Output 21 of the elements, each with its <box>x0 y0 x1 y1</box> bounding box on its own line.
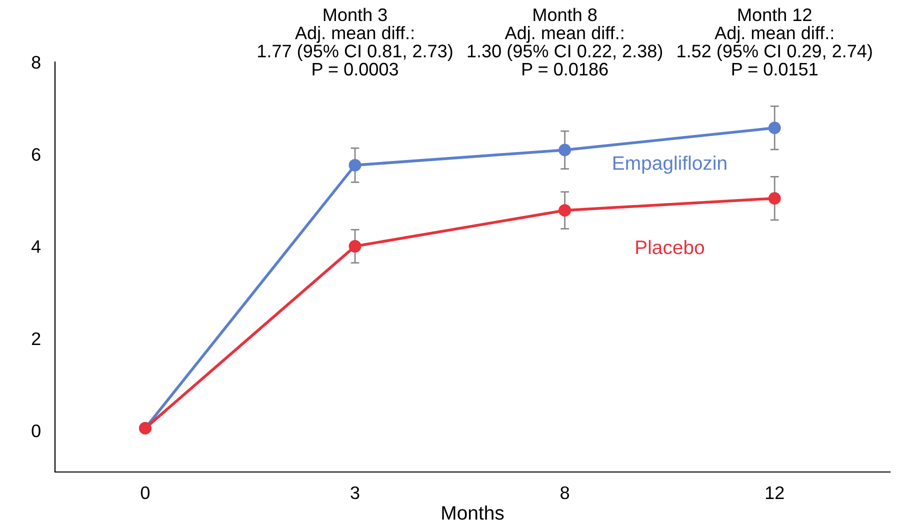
point <box>558 144 572 156</box>
x-tick-label: 3 <box>350 486 360 500</box>
point <box>768 192 781 205</box>
annotation: Month 8 Adj. mean diff.: 1.30 (95% CI 0.22, 2.38) P = 0.0186 <box>468 8 662 76</box>
x-tick-label: 0 <box>140 486 150 500</box>
y-tick-label: 4 <box>31 240 41 253</box>
annotation: Month 12 Adj. mean diff.: 1.52 (95% CI 0.29, 2.74) P = 0.0151 <box>678 8 872 76</box>
y-tick-label: 2 <box>32 332 40 345</box>
annotation: Month 3 Adj. mean diff.: 1.77 (95% CI 0.81, 2.73) P = 0.0003 <box>258 8 452 76</box>
x-axis-title: Months <box>442 506 504 520</box>
y-tick-label: 8 <box>32 56 40 69</box>
x-tick-label: 12 <box>766 486 784 499</box>
point <box>348 158 362 172</box>
series-label: Placebo <box>636 240 704 254</box>
point <box>558 204 572 217</box>
series-label: Empagliflozin <box>613 156 726 174</box>
point <box>768 122 781 134</box>
point <box>348 240 362 253</box>
y-tick-label: 6 <box>32 148 40 161</box>
y-tick-label: 0 <box>32 424 40 438</box>
x-tick-label: 8 <box>560 486 570 500</box>
